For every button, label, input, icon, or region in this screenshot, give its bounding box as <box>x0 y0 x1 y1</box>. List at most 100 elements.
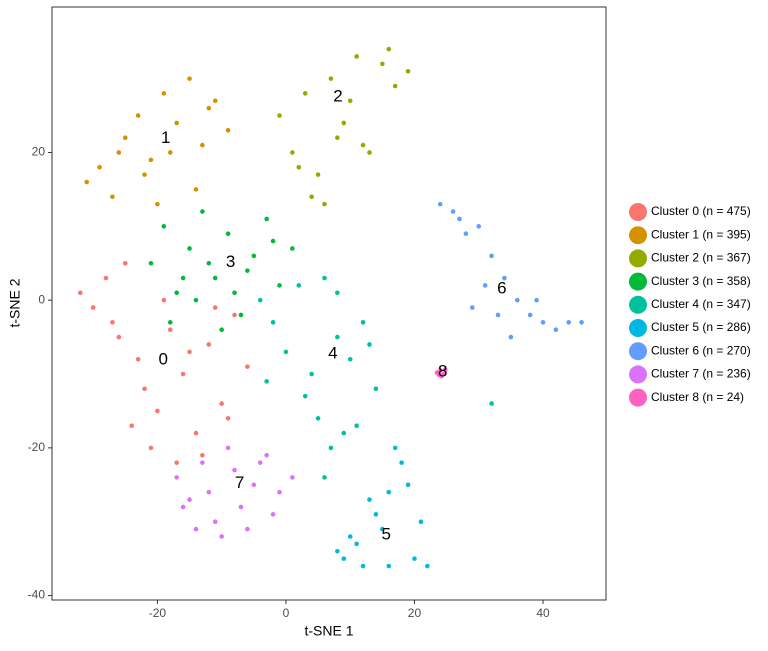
point <box>225 416 231 421</box>
y-tick-label: 20 <box>32 145 46 159</box>
point <box>116 150 122 155</box>
point <box>110 194 115 200</box>
point <box>264 379 269 384</box>
point <box>180 275 186 281</box>
cluster-label: 7 <box>235 473 244 492</box>
point <box>200 452 205 458</box>
legend-label: Cluster 6 (n = 270) <box>651 343 751 357</box>
point <box>232 290 237 296</box>
x-tick-label: 0 <box>283 606 290 620</box>
point <box>296 283 302 288</box>
point <box>412 556 417 561</box>
point <box>386 563 392 569</box>
panel <box>51 6 607 601</box>
point <box>148 445 154 451</box>
point <box>315 172 321 177</box>
y-axis-title: t-SNE 2 <box>7 278 23 327</box>
point <box>257 297 263 303</box>
point <box>502 275 507 281</box>
point <box>84 179 90 185</box>
point <box>161 91 167 96</box>
point <box>437 368 443 373</box>
legend-label: Cluster 4 (n = 347) <box>651 297 751 311</box>
point <box>290 150 295 155</box>
point <box>322 475 327 480</box>
point <box>122 135 128 141</box>
point <box>341 430 347 436</box>
point <box>322 201 327 207</box>
point <box>206 489 212 495</box>
legend-key <box>629 272 647 291</box>
point <box>200 460 205 465</box>
point <box>135 356 141 362</box>
point <box>212 305 218 310</box>
point <box>245 268 250 273</box>
point <box>360 320 366 325</box>
point <box>360 142 366 148</box>
point <box>341 556 347 561</box>
cluster-label: 2 <box>333 87 342 106</box>
point <box>425 563 430 569</box>
point <box>180 371 186 377</box>
x-tick-label: -20 <box>149 606 167 620</box>
point <box>315 416 321 421</box>
point <box>437 201 443 207</box>
point <box>328 76 334 81</box>
y-tick-label: -20 <box>28 440 46 454</box>
point <box>380 61 385 67</box>
point <box>360 563 366 569</box>
point <box>399 460 404 465</box>
point <box>212 275 218 281</box>
point <box>283 349 289 355</box>
point <box>193 187 199 192</box>
legend-key <box>629 295 647 314</box>
legend-key <box>629 319 647 337</box>
point <box>251 482 257 488</box>
point <box>116 334 122 340</box>
point <box>161 224 167 229</box>
point <box>187 349 192 355</box>
point <box>405 68 411 74</box>
point <box>270 320 276 325</box>
point <box>129 423 134 429</box>
cluster-label: 8 <box>438 361 447 380</box>
point <box>328 445 334 451</box>
point <box>443 367 448 372</box>
point <box>392 83 398 89</box>
x-tick-label: 20 <box>408 606 422 620</box>
point <box>579 320 584 325</box>
point <box>257 460 263 465</box>
point <box>566 320 572 325</box>
point <box>470 305 475 310</box>
x-axis-title: t-SNE 1 <box>304 623 353 639</box>
legend-key <box>629 249 647 268</box>
point <box>347 98 353 104</box>
cluster-label: 4 <box>328 344 337 363</box>
point <box>238 504 244 510</box>
y-tick-label: -40 <box>28 588 46 602</box>
point <box>180 504 186 510</box>
point <box>450 209 456 214</box>
point <box>232 467 237 473</box>
point <box>174 460 179 465</box>
point <box>436 372 442 378</box>
point <box>212 519 218 525</box>
point <box>290 246 295 251</box>
cluster-label: 5 <box>381 524 390 543</box>
point <box>245 526 250 532</box>
point <box>463 231 469 237</box>
point <box>193 297 199 303</box>
point <box>187 497 192 502</box>
point <box>174 475 179 480</box>
point <box>225 128 231 133</box>
point <box>161 297 167 303</box>
cluster-label: 0 <box>158 349 167 368</box>
point <box>302 393 308 399</box>
legend-key <box>629 388 647 407</box>
x-tick-label: 40 <box>536 606 550 620</box>
point <box>367 150 372 155</box>
point <box>155 201 160 207</box>
cluster-label: 3 <box>226 252 235 271</box>
point <box>527 312 533 318</box>
point <box>135 113 141 118</box>
